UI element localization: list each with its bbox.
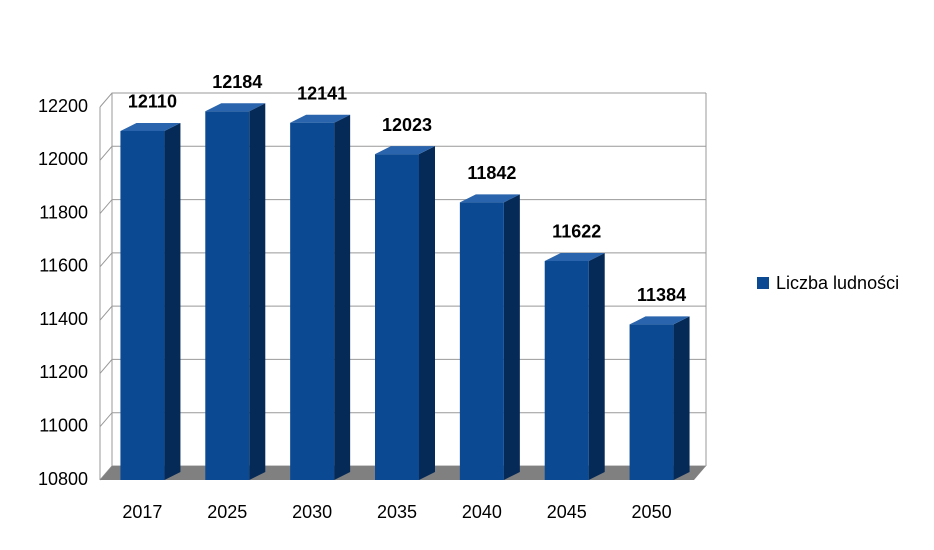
x-tick-label: 2050: [632, 502, 672, 522]
y-tick-label: 11000: [39, 415, 88, 435]
x-tick-label: 2040: [462, 502, 502, 522]
bar-side: [588, 252, 605, 480]
bar: [205, 111, 250, 481]
y-tick-label: 11800: [39, 202, 88, 222]
x-tick-label: 2017: [122, 502, 162, 522]
data-label: 12110: [128, 92, 177, 112]
bar: [629, 324, 674, 480]
y-tick-label: 11400: [39, 309, 88, 329]
bar: [375, 154, 419, 481]
wall-frame: [111, 93, 707, 466]
y-tick-label: 12200: [38, 96, 88, 116]
bar-side: [503, 194, 520, 481]
grid-line: [99, 145, 706, 161]
data-label: 12141: [297, 83, 347, 103]
y-tick-label: 11200: [39, 362, 88, 382]
bar-top: [375, 146, 435, 155]
bar: [290, 122, 335, 480]
y-tick-label: 11600: [39, 256, 88, 276]
bar-top: [120, 122, 181, 131]
bar-side: [673, 316, 690, 480]
bar-top: [459, 194, 520, 203]
x-tick-label: 2025: [207, 502, 247, 522]
legend-swatch: [757, 277, 769, 289]
x-tick-label: 2030: [292, 502, 332, 522]
x-tick-label: 2035: [377, 502, 417, 522]
bar-top: [205, 103, 266, 112]
y-tick-label: 10800: [38, 469, 88, 489]
bar-top: [290, 114, 351, 123]
legend-label: Liczba ludności: [776, 273, 899, 293]
bar-top: [629, 316, 690, 325]
data-label: 12184: [212, 72, 262, 92]
bar-top: [544, 252, 605, 261]
data-label: 12023: [382, 115, 432, 135]
bar-side: [249, 103, 266, 481]
bar: [544, 260, 589, 480]
bar-side: [334, 114, 351, 480]
bar: [120, 130, 165, 480]
data-label: 11842: [467, 163, 516, 183]
x-tick-label: 2045: [547, 502, 587, 522]
data-label: 11622: [552, 222, 601, 242]
y-tick-label: 12000: [38, 149, 88, 169]
bar-side: [419, 146, 435, 481]
grid-line: [99, 92, 706, 108]
bar-side: [164, 122, 181, 480]
data-label: 11384: [637, 285, 686, 305]
bar: [459, 202, 504, 481]
